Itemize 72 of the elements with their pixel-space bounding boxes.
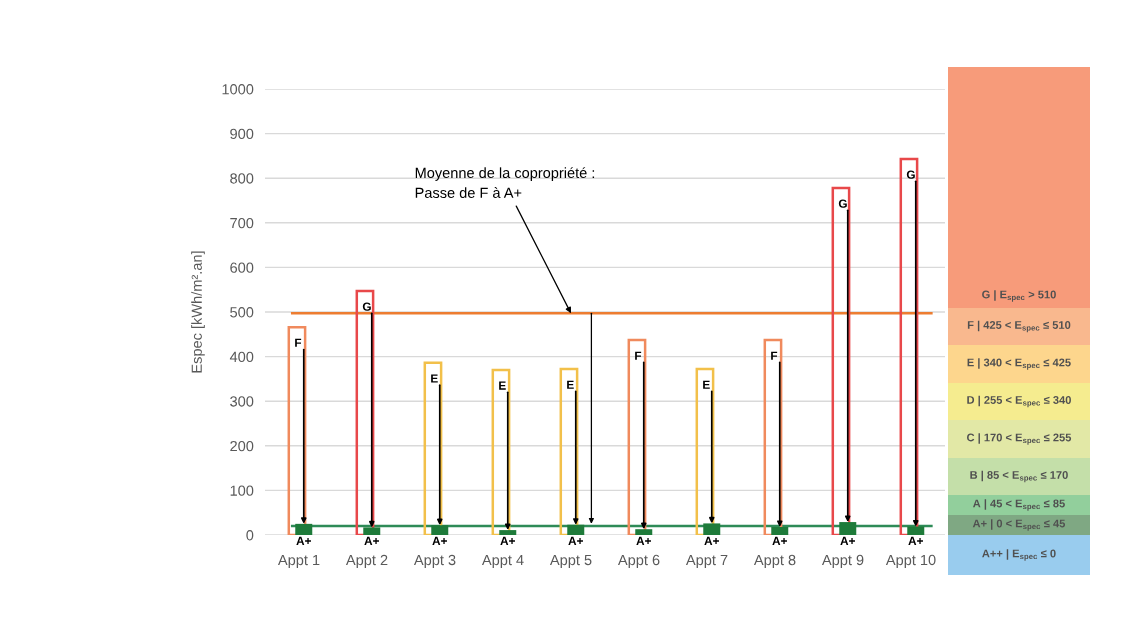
- data-label: A+: [568, 536, 583, 545]
- category-label: A+ | 0 < E$_{spec}$ ≤ 45: [972, 519, 1066, 531]
- bar: [763, 338, 783, 535]
- data-label: A+: [772, 536, 787, 545]
- data-label: E: [703, 380, 710, 389]
- bar: [567, 524, 585, 535]
- data-label: G: [362, 302, 371, 311]
- bar: [355, 289, 375, 535]
- data-label: A+: [296, 536, 311, 545]
- data-label: F: [771, 351, 778, 360]
- data-label: A+: [908, 536, 923, 545]
- y-tick-label: 400: [229, 351, 254, 363]
- bar: [899, 157, 919, 535]
- category-label: A | 45 < E$_{spec}$ ≤ 85: [973, 499, 1065, 511]
- y-tick-label: 0: [246, 530, 254, 541]
- bar: [635, 529, 653, 535]
- data-label: A+: [704, 536, 719, 545]
- bar: [703, 523, 721, 535]
- x-tick-label: Appt 1: [277, 554, 320, 569]
- x-tick-label: Appt 10: [885, 554, 936, 569]
- x-tick-label: Appt 4: [481, 554, 524, 569]
- data-label: E: [499, 381, 506, 390]
- data-label: A+: [432, 536, 447, 545]
- x-tick-label: Appt 6: [617, 554, 660, 569]
- bar: [423, 361, 443, 535]
- data-label: F: [295, 338, 302, 347]
- data-label: A+: [636, 536, 651, 545]
- y-axis-title: Espec [kWh/m².an]: [191, 251, 205, 373]
- data-label: A+: [500, 536, 515, 545]
- bar: [839, 522, 857, 535]
- category-label: E | 340 < E$_{spec}$ ≤ 425: [967, 358, 1071, 370]
- category-label: A++ | E$_{spec}$ ≤ 0: [982, 549, 1056, 561]
- data-label: E: [567, 380, 574, 389]
- bar: [491, 368, 511, 535]
- x-tick-label: Appt 9: [821, 554, 864, 569]
- category-label: G | E$_{spec}$ > 510: [982, 290, 1056, 302]
- category-label: F | 425 < E$_{spec}$ ≤ 510: [967, 320, 1071, 333]
- x-tick-label: Appt 3: [413, 554, 456, 569]
- data-label: G: [838, 199, 847, 208]
- y-tick-label: 100: [230, 485, 254, 496]
- bar: [499, 530, 517, 535]
- data-label: A+: [840, 536, 855, 545]
- bar: [559, 367, 579, 535]
- y-tick-label: 1000: [222, 84, 254, 95]
- x-tick-label: Appt 2: [345, 554, 388, 569]
- y-tick-label: 200: [230, 440, 254, 452]
- data-label: F: [635, 351, 642, 360]
- data-label: G: [906, 170, 915, 179]
- x-tick-label: Appt 7: [685, 554, 728, 569]
- y-tick-label: 700: [230, 217, 254, 229]
- x-tick-label: Appt 8: [753, 554, 796, 569]
- bar: [771, 526, 789, 535]
- x-tick-label: Appt 5: [549, 554, 592, 569]
- bar: [287, 325, 307, 535]
- category-label: D | 255 < E$_{spec}$ ≤ 340: [967, 395, 1071, 408]
- bar: [295, 523, 313, 535]
- bar: [695, 367, 715, 535]
- bar: [831, 186, 851, 535]
- data-label: A+: [364, 536, 379, 545]
- bar: [431, 525, 449, 535]
- y-tick-label: 800: [230, 173, 254, 184]
- annotation: Moyenne de la copropriété : Passe de F à A+: [415, 167, 595, 198]
- y-tick-label: 900: [230, 128, 254, 140]
- y-tick-label: 600: [230, 262, 254, 273]
- y-tick-label: 500: [230, 307, 254, 318]
- category-label: C | 170 < E$_{spec}$ ≤ 255: [967, 433, 1072, 445]
- bar: [363, 527, 381, 535]
- category-label: B | 85 < E$_{spec}$ ≤ 170: [970, 470, 1068, 483]
- bar: [627, 338, 647, 535]
- bar: [907, 526, 925, 535]
- y-tick-label: 300: [230, 396, 254, 407]
- data-label: E: [431, 374, 438, 383]
